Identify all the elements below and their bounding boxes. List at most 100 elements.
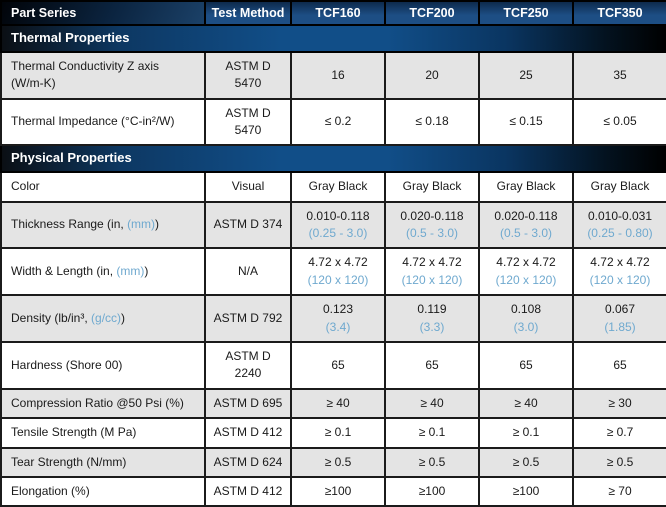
value-cell-tcf250: ≥ 40 [478,387,574,420]
value-cell-tcf160: Gray Black [290,171,386,203]
value-metric: (0.5 - 3.0) [499,226,553,241]
value-cell-tcf350: ≥ 0.7 [572,417,666,449]
value-cell-tcf200: 20 [384,50,480,100]
value-cell-tcf250: ≥ 0.1 [478,417,574,449]
value-main: 0.010-0.118 [306,208,370,223]
test-method-value: ASTM D 412 [213,483,283,498]
property-label-cell: Thermal Impedance (°C-in²/W) [0,97,206,147]
value-main: 0.020-0.118 [494,208,558,223]
table-row: Thermal Impedance (°C-in²/W) ASTM D 5470 ≤… [0,97,666,147]
value-cell-tcf250: 4.72 x 4.72 (120 x 120) [478,247,574,297]
property-label: Tensile Strength (M Pa) [11,425,137,440]
test-method-cell: ASTM D 374 [204,200,292,250]
column-header-tcf160: TCF160 [290,0,386,26]
value-main: 65 [519,357,533,372]
value-cell-tcf200: 4.72 x 4.72 (120 x 120) [384,247,480,297]
value-main: 4.72 x 4.72 [496,255,556,270]
value-main: ≥ 70 [608,483,632,498]
value-cell-tcf160: ≥ 0.5 [290,446,386,478]
test-method-cell: ASTM D 412 [204,417,292,449]
value-cell-tcf200: ≤ 0.18 [384,97,480,147]
value-main: ≤ 0.18 [415,114,449,129]
value-main: 65 [331,357,345,372]
value-cell-tcf160: ≥ 40 [290,387,386,420]
test-method-cell: ASTM D 412 [204,475,292,507]
value-main: 0.020-0.118 [400,208,464,223]
test-method-value: ASTM D 695 [213,395,283,410]
value-cell-tcf350: 0.010-0.031 (0.25 - 0.80) [572,200,666,250]
test-method-cell: N/A [204,247,292,297]
value-cell-tcf350: 35 [572,50,666,100]
value-main: ≥ 0.1 [324,425,352,440]
value-cell-tcf160: 0.123 (3.4) [290,294,386,343]
property-label: Compression Ratio @50 Psi (%) [11,395,184,410]
value-metric: (120 x 120) [401,272,463,287]
property-label-suffix: ) [144,264,149,279]
value-cell-tcf160: 16 [290,50,386,100]
value-main: ≥ 40 [420,395,444,410]
value-main: 4.72 x 4.72 [308,255,368,270]
value-cell-tcf350: Gray Black [572,171,666,203]
value-main: 65 [613,357,627,372]
value-cell-tcf250: Gray Black [478,171,574,203]
test-method-value: Visual [231,179,265,194]
value-main: 4.72 x 4.72 [402,255,462,270]
value-cell-tcf250: ≥ 0.5 [478,446,574,478]
value-cell-tcf200: ≥ 40 [384,387,480,420]
value-cell-tcf200: ≥ 0.5 [384,446,480,478]
value-cell-tcf160: ≥100 [290,475,386,507]
table-row: Thickness Range (in, (mm)) ASTM D 374 0.01… [0,200,666,250]
value-metric: (120 x 120) [589,272,651,287]
property-label-cell: Width & Length (in, (mm)) [0,247,206,297]
value-main: Gray Black [496,179,556,194]
value-main: ≥ 40 [326,395,350,410]
value-main: ≤ 0.05 [603,114,637,129]
value-cell-tcf200: 65 [384,340,480,390]
value-main: 0.010-0.031 [587,208,653,223]
value-main: Gray Black [402,179,462,194]
property-label: Thermal Conductivity Z axis (W/m-K) [11,58,160,91]
column-header-tcf200: TCF200 [384,0,480,26]
table-row: Width & Length (in, (mm)) N/A 4.72 x 4.72 (… [0,247,666,297]
table-row: Thermal Conductivity Z axis (W/m-K) ASTM … [0,50,666,100]
value-metric: (3.4) [325,319,351,334]
property-label: Tear Strength (N/mm) [11,454,127,469]
value-cell-tcf160: ≥ 0.1 [290,417,386,449]
value-main: ≥ 0.1 [512,425,540,440]
value-main: ≥100 [512,483,540,498]
test-method-value: ASTM D 374 [213,217,283,232]
section-row: Thermal Properties [0,24,666,53]
property-label: Width & Length (in, [11,264,117,279]
value-cell-tcf250: ≥100 [478,475,574,507]
value-metric: (120 x 120) [307,272,369,287]
property-label-cell: Compression Ratio @50 Psi (%) [0,387,206,420]
value-cell-tcf350: 65 [572,340,666,390]
value-cell-tcf350: 0.067 (1.85) [572,294,666,343]
value-cell-tcf160: 65 [290,340,386,390]
value-cell-tcf160: 4.72 x 4.72 (120 x 120) [290,247,386,297]
value-metric: (0.25 - 3.0) [308,226,368,241]
test-method-cell: ASTM D 792 [204,294,292,343]
column-header-tcf350: TCF350 [572,0,666,26]
value-cell-tcf250: 65 [478,340,574,390]
value-cell-tcf350: ≥ 0.5 [572,446,666,478]
value-main: ≥ 0.7 [606,425,634,440]
property-label-cell: Thickness Range (in, (mm)) [0,200,206,250]
value-main: ≥100 [418,483,446,498]
value-cell-tcf200: ≥ 0.1 [384,417,480,449]
value-main: ≤ 0.15 [509,114,543,129]
test-method-cell: ASTM D 2240 [204,340,292,390]
table-body: Thermal Properties Thermal Conductivity Z… [0,24,666,507]
property-label-metric: (mm) [127,217,156,232]
value-main: 0.067 [604,302,636,317]
value-main: ≤ 0.2 [324,114,352,129]
value-cell-tcf250: 0.108 (3.0) [478,294,574,343]
property-label-suffix: ) [155,217,160,232]
property-label-cell: Color [0,171,206,203]
value-main: 0.123 [322,302,354,317]
value-metric: (1.85) [604,319,636,334]
value-cell-tcf200: 0.020-0.118 (0.5 - 3.0) [384,200,480,250]
property-label-metric: (mm) [116,264,145,279]
